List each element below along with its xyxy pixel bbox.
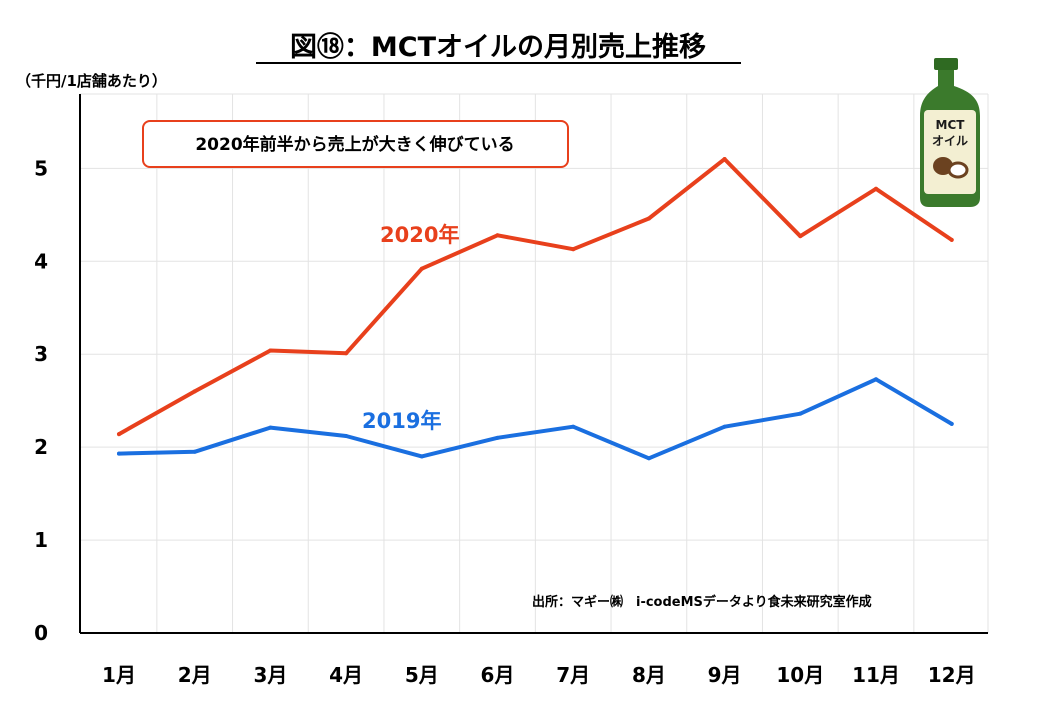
annotation-text: 2020年前半から売上が大きく伸びている xyxy=(195,134,514,155)
bottle-label-line2: オイル xyxy=(932,134,968,148)
y-tick-label: 0 xyxy=(34,621,48,645)
data-point xyxy=(192,389,197,394)
x-tick-label: 11月 xyxy=(852,663,900,687)
mct-oil-bottle-icon: MCT オイル xyxy=(920,58,980,207)
annotation-box xyxy=(142,120,569,168)
x-tick-label: 9月 xyxy=(708,663,742,687)
x-tick-label: 4月 xyxy=(329,663,363,687)
bottle-label-line1: MCT xyxy=(936,118,966,132)
series-layer xyxy=(117,157,954,461)
data-point xyxy=(646,216,651,221)
x-tick-label: 7月 xyxy=(556,663,590,687)
series-line-2019年 xyxy=(117,377,954,461)
bottle-cap xyxy=(934,58,958,70)
data-point xyxy=(495,233,500,238)
series-line-2020年 xyxy=(117,157,954,437)
gridlines xyxy=(80,93,989,633)
data-point xyxy=(949,237,954,242)
y-tick-label: 1 xyxy=(34,528,48,552)
data-point xyxy=(495,435,500,440)
data-point xyxy=(419,266,424,271)
y-tick-label: 2 xyxy=(34,435,48,459)
data-point xyxy=(268,425,273,430)
x-tick-label: 10月 xyxy=(776,663,824,687)
series-label-2019: 2019年 xyxy=(362,409,441,433)
data-point xyxy=(646,456,651,461)
x-tick-label: 2月 xyxy=(178,663,212,687)
data-point xyxy=(798,411,803,416)
x-tick-label: 3月 xyxy=(253,663,287,687)
data-point xyxy=(571,247,576,252)
data-point xyxy=(874,377,878,382)
data-point xyxy=(949,421,954,426)
y-tick-label: 5 xyxy=(34,156,48,180)
y-tick-label: 4 xyxy=(34,249,48,273)
data-point xyxy=(192,449,197,454)
y-tick-label: 3 xyxy=(34,342,48,366)
data-point xyxy=(798,234,803,239)
x-tick-labels: 1月 2月 3月 4月 5月 6月 7月 8月 9月 10月 11月 12月 xyxy=(102,663,976,687)
data-point xyxy=(419,454,424,459)
coconut-half-icon xyxy=(947,161,969,179)
x-tick-label: 12月 xyxy=(928,663,976,687)
chart-title: 図⑱：MCTオイルの月別売上推移 xyxy=(290,31,706,63)
data-point xyxy=(571,424,576,429)
x-tick-label: 6月 xyxy=(481,663,515,687)
source-note: 出所：マギー㈱ i-codeMSデータより食未来研究室作成 xyxy=(532,594,872,610)
y-tick-labels: 0 1 2 3 4 5 xyxy=(34,156,48,645)
x-tick-label: 1月 xyxy=(102,663,136,687)
data-point xyxy=(344,351,349,356)
data-point xyxy=(117,432,121,437)
y-axis-unit: （千円/1店舗あたり） xyxy=(16,72,167,90)
data-point xyxy=(874,186,878,191)
x-tick-label: 8月 xyxy=(632,663,666,687)
x-tick-label: 5月 xyxy=(405,663,439,687)
data-point xyxy=(344,433,349,438)
series-label-2020: 2020年 xyxy=(380,223,459,247)
data-point xyxy=(722,424,727,429)
data-point xyxy=(117,451,121,456)
data-point xyxy=(722,157,727,162)
data-point xyxy=(268,348,273,353)
